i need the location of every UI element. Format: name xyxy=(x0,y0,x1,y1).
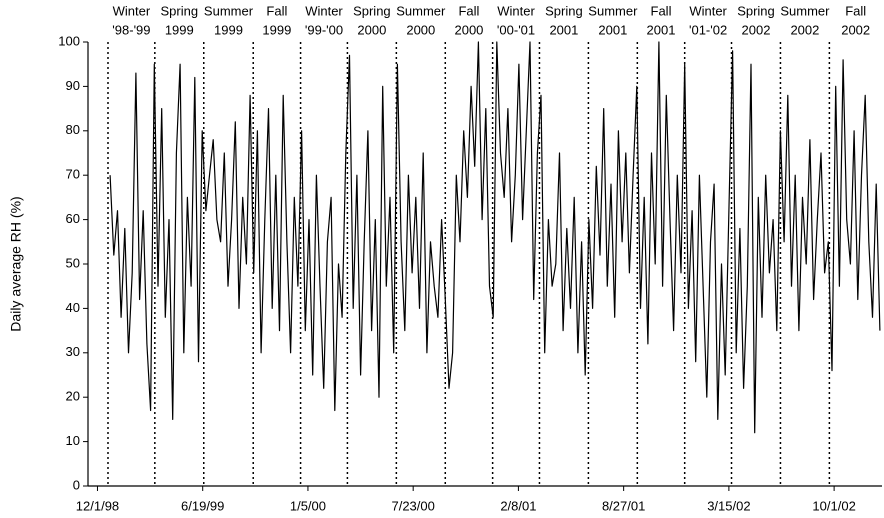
season-label: 2000 xyxy=(454,22,483,37)
season-label: Fall xyxy=(266,3,287,18)
season-label: '01-'02 xyxy=(689,22,727,37)
rh-line xyxy=(109,41,881,434)
season-label: Winter xyxy=(113,3,151,18)
y-tick-label: 80 xyxy=(66,122,80,137)
x-tick-label: 3/15/02 xyxy=(707,498,750,513)
season-label: Fall xyxy=(845,3,866,18)
season-label: Spring xyxy=(545,3,583,18)
season-label: Winter xyxy=(689,3,727,18)
y-tick-label: 40 xyxy=(66,300,80,315)
x-tick-label: 2/8/01 xyxy=(500,498,536,513)
y-tick-label: 20 xyxy=(66,389,80,404)
x-tick-label: 7/23/00 xyxy=(391,498,434,513)
season-label: 1999 xyxy=(262,22,291,37)
season-label: Summer xyxy=(204,3,254,18)
season-label: Fall xyxy=(458,3,479,18)
y-tick-label: 100 xyxy=(58,33,80,48)
x-tick-label: 8/27/01 xyxy=(602,498,645,513)
x-tick-label: 1/5/00 xyxy=(290,498,326,513)
y-tick-label: 0 xyxy=(73,477,80,492)
y-tick-label: 60 xyxy=(66,211,80,226)
x-tick-label: 10/1/02 xyxy=(812,498,855,513)
season-label: Fall xyxy=(651,3,672,18)
season-label: 2002 xyxy=(742,22,771,37)
season-label: Spring xyxy=(737,3,775,18)
season-label: 1999 xyxy=(165,22,194,37)
y-tick-label: 90 xyxy=(66,78,80,93)
season-label: 2001 xyxy=(598,22,627,37)
season-label: Summer xyxy=(780,3,830,18)
season-label: '00-'01 xyxy=(497,22,535,37)
season-label: Spring xyxy=(161,3,199,18)
y-tick-label: 50 xyxy=(66,255,80,270)
season-label: Spring xyxy=(353,3,391,18)
season-label: '98-'99 xyxy=(112,22,150,37)
season-label: 2002 xyxy=(790,22,819,37)
y-tick-label: 10 xyxy=(66,433,80,448)
season-label: Summer xyxy=(396,3,446,18)
season-label: 2002 xyxy=(841,22,870,37)
season-label: '99-'00 xyxy=(305,22,343,37)
y-axis-label: Daily average RH (%) xyxy=(8,196,24,331)
season-label: 2000 xyxy=(406,22,435,37)
season-label: 1999 xyxy=(214,22,243,37)
season-label: Winter xyxy=(497,3,535,18)
season-label: 2001 xyxy=(549,22,578,37)
season-label: 2000 xyxy=(357,22,386,37)
x-tick-label: 6/19/99 xyxy=(181,498,224,513)
season-label: Winter xyxy=(305,3,343,18)
y-tick-label: 70 xyxy=(66,167,80,182)
season-label: 2001 xyxy=(647,22,676,37)
season-label: Summer xyxy=(588,3,638,18)
y-tick-label: 30 xyxy=(66,344,80,359)
x-tick-label: 12/1/98 xyxy=(76,498,119,513)
